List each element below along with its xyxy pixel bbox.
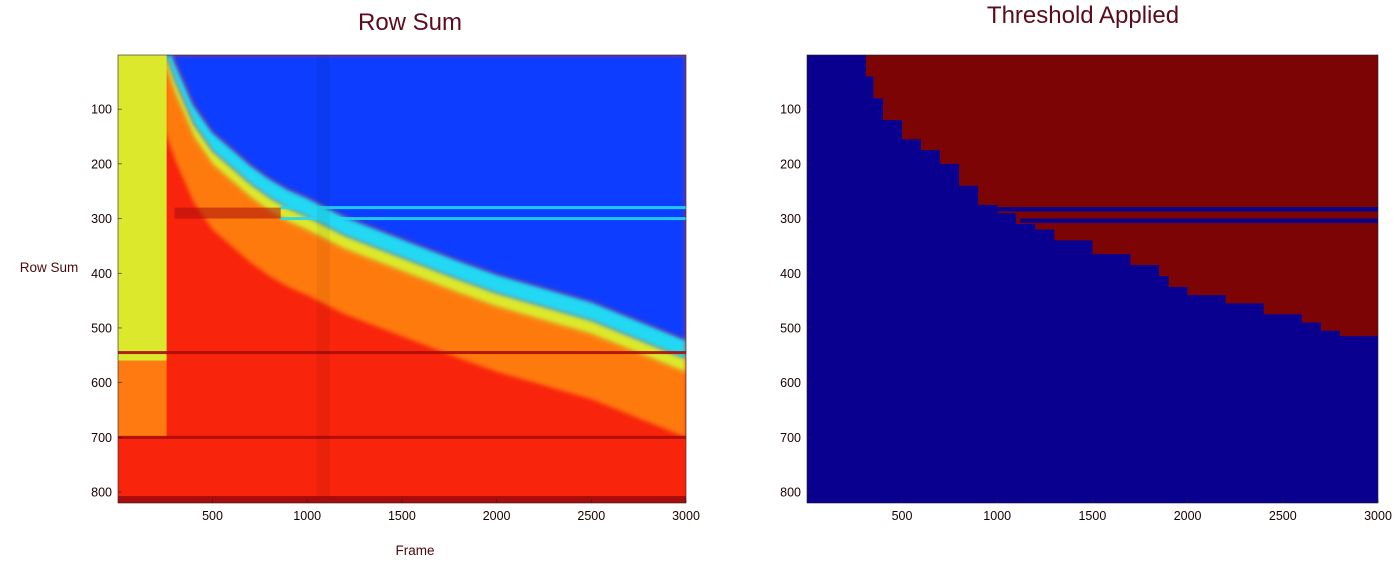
left-y-tick-label: 400 — [91, 267, 112, 281]
left-horizontal-streak — [280, 217, 686, 221]
right-horizontal-band — [1020, 218, 1378, 223]
left-x-tick-label: 1500 — [388, 509, 416, 523]
left-vertical-band — [316, 55, 330, 503]
right-chart-title: Threshold Applied — [987, 2, 1179, 29]
right-y-tick-label: 100 — [780, 103, 801, 117]
right-horizontal-band — [974, 207, 1378, 212]
right-x-tick-label: 500 — [892, 509, 913, 523]
right-y-tick-label: 200 — [780, 157, 801, 171]
left-yellow-column — [118, 55, 167, 361]
left-heatmap — [118, 55, 686, 503]
left-x-tick-label: 3000 — [672, 509, 700, 523]
left-orange-column — [118, 360, 167, 438]
left-x-tick-label: 2500 — [577, 509, 605, 523]
left-chart-title: Row Sum — [358, 9, 462, 36]
left-y-tick-label: 100 — [91, 103, 112, 117]
right-y-ticks: 100 200 300 400 500 600 700 800 — [780, 103, 811, 500]
right-x-tick-label: 2000 — [1174, 509, 1202, 523]
right-y-tick-label: 300 — [780, 212, 801, 226]
left-horizontal-streak — [118, 435, 686, 439]
right-y-tick-label: 500 — [780, 321, 801, 335]
left-y-tick-label: 300 — [91, 212, 112, 226]
right-x-tick-label: 2500 — [1269, 509, 1297, 523]
left-horizontal-streak — [118, 351, 686, 355]
right-x-ticks: 500 1000 1500 2000 2500 3000 — [892, 499, 1392, 523]
left-x-axis-label: Frame — [395, 543, 434, 558]
left-y-tick-label: 500 — [91, 321, 112, 335]
right-high-region — [860, 55, 1378, 342]
left-y-tick-label: 200 — [91, 157, 112, 171]
right-x-tick-label: 1500 — [1078, 509, 1106, 523]
right-y-tick-label: 600 — [780, 376, 801, 390]
left-x-tick-label: 1000 — [293, 509, 321, 523]
left-cyan-band — [165, 55, 686, 360]
right-x-tick-label: 3000 — [1364, 509, 1392, 523]
left-y-tick-label: 800 — [91, 486, 112, 500]
left-yellow-band — [165, 55, 686, 373]
right-y-tick-label: 400 — [780, 267, 801, 281]
left-y-axis-label: Row Sum — [20, 260, 79, 275]
right-y-tick-label: 800 — [780, 486, 801, 500]
left-y-tick-label: 600 — [91, 376, 112, 390]
left-x-ticks: 500 1000 1500 2000 2500 3000 — [202, 499, 700, 523]
right-y-tick-label: 700 — [780, 431, 801, 445]
right-x-tick-label: 1000 — [983, 509, 1011, 523]
left-y-ticks: 100 200 300 400 500 600 700 800 — [91, 103, 122, 500]
left-x-tick-label: 500 — [202, 509, 223, 523]
left-x-tick-label: 2000 — [483, 509, 511, 523]
left-orange-band — [165, 65, 686, 438]
left-y-tick-label: 700 — [91, 431, 112, 445]
left-horizontal-streak — [280, 206, 686, 210]
right-heatmap — [807, 55, 1378, 503]
left-blue-region — [165, 55, 686, 340]
left-dark-streak — [174, 207, 281, 219]
